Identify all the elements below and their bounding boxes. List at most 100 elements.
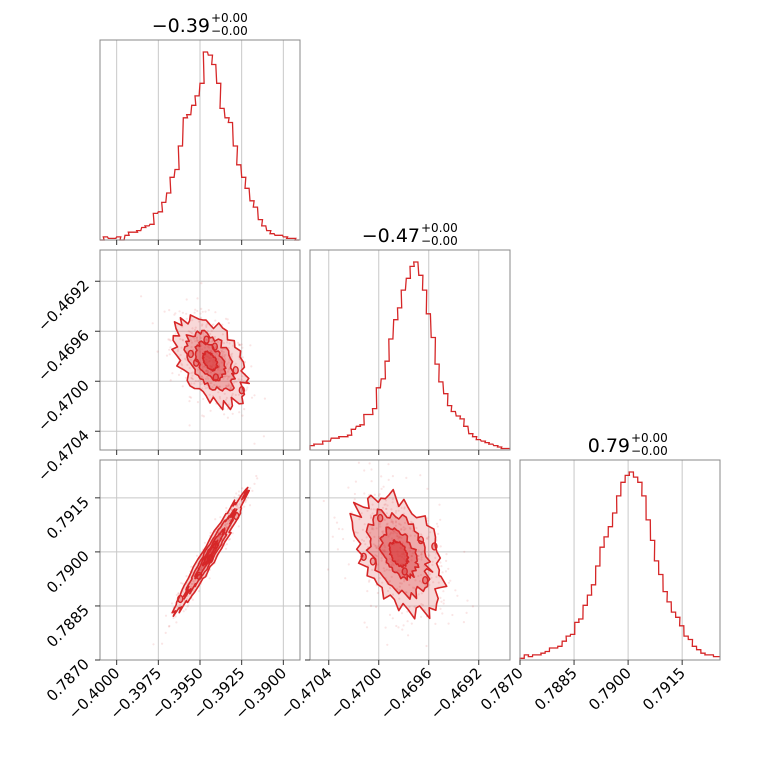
scatter-p2-p3-point <box>442 590 445 593</box>
scatter-p1-p2-point <box>183 357 187 360</box>
scatter-p1-p2-point <box>206 345 209 348</box>
scatter-p2-p3-contour-island <box>360 552 367 561</box>
scatter-p1-p2-point <box>189 396 193 399</box>
scatter-p2-p3-point <box>390 531 393 535</box>
scatter-p2-p3-point <box>437 532 440 536</box>
scatter-p1-p2-point <box>210 350 213 353</box>
scatter-p1-p2-contour-island <box>192 358 200 367</box>
scatter-p2-p3-point <box>451 613 454 617</box>
scatter-p1-p3-point <box>208 577 211 580</box>
scatter-p1-p2-point <box>188 366 191 370</box>
scatter-p1-p3-point <box>228 512 231 515</box>
scatter-p2-p3-point <box>383 549 386 552</box>
scatter-p1-p3-point <box>248 504 252 507</box>
scatter-p2-p3-point <box>391 498 394 501</box>
scatter-p1-p2-point <box>221 323 224 326</box>
scatter-p1-p3-point <box>193 588 196 591</box>
scatter-p2-p3-point <box>367 564 370 567</box>
scatter-p2-p3-point <box>408 546 411 550</box>
scatter-p1-p2-point <box>225 385 229 388</box>
scatter-p2-p3-point <box>386 589 390 593</box>
scatter-p1-p2-point <box>186 363 189 366</box>
scatter-p2-p3-point <box>441 571 444 574</box>
scatter-p2-p3-point <box>398 569 401 572</box>
y-tick-label-p3: 0.7885 <box>43 601 93 651</box>
scatter-p2-p3-point <box>392 530 395 533</box>
scatter-p1-p2-point <box>200 344 203 348</box>
scatter-p2-p3-point <box>394 521 398 524</box>
scatter-p2-p3-point <box>371 568 374 572</box>
scatter-p1-p3-point <box>225 526 228 530</box>
scatter-p1-p3-point <box>240 499 243 503</box>
scatter-p1-p3-point <box>182 610 185 613</box>
scatter-p2-p3-point <box>397 626 400 629</box>
scatter-p2-p3-contour-island <box>377 513 384 523</box>
scatter-p2-p3-point <box>427 535 430 539</box>
scatter-p2-p3-point <box>378 493 381 496</box>
scatter-p1-p3-point <box>179 603 182 607</box>
scatter-p2-p3-point <box>425 537 429 540</box>
scatter-p1-p2-point <box>210 366 214 369</box>
scatter-p1-p2-point <box>205 369 208 372</box>
scatter-p1-p2-point <box>189 358 192 361</box>
scatter-p1-p2-point <box>194 340 197 343</box>
scatter-p2-p3-point <box>384 626 387 629</box>
scatter-p1-p2-point <box>210 340 213 343</box>
scatter-p2-p3-point <box>369 604 373 608</box>
scatter-p1-p2-point <box>188 424 191 427</box>
scatter-p2-p3-point <box>417 549 420 552</box>
scatter-p1-p2-point <box>227 376 230 379</box>
scatter-p1-p2-point <box>250 396 254 399</box>
scatter-p2-p3-point <box>419 474 422 477</box>
scatter-p2-p3-point <box>417 558 420 561</box>
frame-layer <box>99 39 721 661</box>
scatter-p1-p2-point <box>197 320 200 323</box>
scatter-p2-p3-point <box>375 546 378 550</box>
scatter-p1-p3-point <box>225 506 228 510</box>
scatter-p1-p2-point <box>188 395 191 398</box>
scatter-p2-p3-point <box>413 587 416 590</box>
scatter-p2-p3-point <box>384 546 387 549</box>
scatter-p1-p2-point <box>211 363 215 367</box>
scatter-p1-p3-point <box>230 508 233 511</box>
scatter-p1-p2-point <box>243 361 247 364</box>
scatter-p2-p3-point <box>415 526 418 530</box>
scatter-p2-p3-point <box>407 578 410 581</box>
scatter-p2-p3-point <box>342 537 345 541</box>
scatter-p1-p2-point <box>207 309 210 312</box>
scatter-p1-p2-point <box>226 363 229 366</box>
scatter-p1-p2-point <box>212 323 215 326</box>
scatter-p2-p3-point <box>402 512 405 515</box>
scatter-p1-p2-point <box>218 395 221 398</box>
scatter-p1-p3-point <box>186 582 189 585</box>
scatter-p2-p3-point <box>390 575 393 579</box>
scatter-p1-p2-point <box>221 333 224 336</box>
scatter-p1-p2-point <box>241 356 245 359</box>
scatter-p2-p3-point <box>411 521 414 524</box>
scatter-p1-p2-point <box>209 357 212 360</box>
scatter-p2-p3-point <box>397 555 400 558</box>
scatter-p1-p2-point <box>249 344 252 347</box>
scatter-p1-p3-point <box>200 568 203 571</box>
scatter-p1-p2-contour-island <box>203 335 210 344</box>
scatter-p2-p3-point <box>394 520 397 523</box>
scatter-p1-p2-point <box>213 383 216 387</box>
scatter-p2-p3-point <box>385 568 388 571</box>
scatter-p2-p3-point <box>410 622 413 625</box>
scatter-p1-p2-point <box>208 360 211 363</box>
scatter-p1-p2-point <box>204 377 207 380</box>
scatter-p2-p3-point <box>403 570 406 573</box>
scatter-p2-p3-point <box>403 507 406 510</box>
scatter-p1-p3-point <box>189 585 193 588</box>
scatter-p1-p2-point <box>262 435 265 438</box>
scatter-p1-p3-point <box>244 500 247 503</box>
histogram-p2-frame <box>309 249 511 451</box>
scatter-p2-p3-point <box>399 582 402 585</box>
scatter-p1-p2-point <box>231 392 234 395</box>
scatter-p1-p2-point <box>211 359 214 362</box>
scatter-p2-p3-contour-island <box>431 542 438 551</box>
scatter-p1-p2-point <box>201 310 204 313</box>
scatter-p1-p2-point <box>168 309 171 312</box>
scatter-p2-p3-point <box>400 528 403 531</box>
scatter-p2-p3-point <box>380 487 383 490</box>
